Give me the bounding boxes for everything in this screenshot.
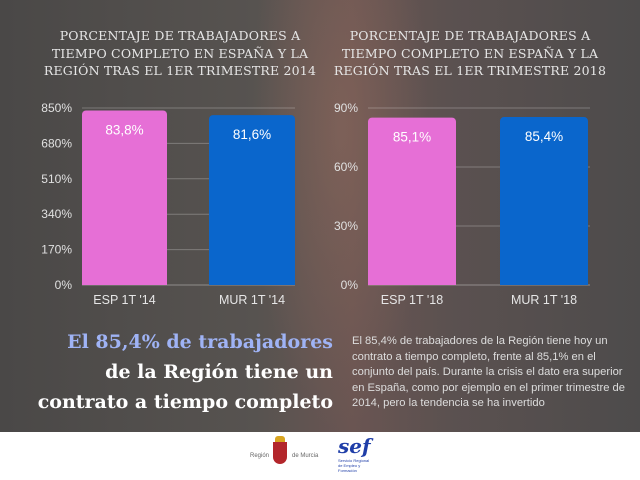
headline-line: de la Región tiene un (105, 361, 333, 383)
chart-title-2014: PORCENTAJE DE TRABAJADORES A TIEMPO COMP… (40, 27, 320, 80)
y-tick-label: 0% (341, 278, 359, 292)
y-tick-label: 170% (41, 243, 72, 257)
y-tick-label: 0% (55, 278, 73, 292)
bar-base (500, 123, 588, 286)
coat-of-arms-logo (273, 436, 287, 468)
y-tick-label: 30% (334, 219, 358, 233)
x-category-label: ESP 1T '14 (93, 293, 155, 307)
x-category-label: MUR 1T '18 (511, 293, 577, 307)
footer: Región de Murcia sef Servicio Regional d… (0, 432, 640, 480)
x-category-label: ESP 1T '18 (381, 293, 443, 307)
bar-value-label: 83,8% (105, 122, 143, 137)
y-tick-label: 680% (41, 136, 72, 150)
charts: 0% 170% 340% 510% 680% 850% 83,8% ESP 1T '14 81,… (41, 101, 590, 307)
title-line: REGIÓN TRAS EL 1ER TRIMESTRE 2018 (333, 63, 607, 78)
y-tick-label: 510% (41, 172, 72, 186)
title-line: PORCENTAJE DE TRABAJADORES A (59, 28, 301, 43)
bar-base (82, 116, 167, 285)
chart-title-2018: PORCENTAJE DE TRABAJADORES A TIEMPO COMP… (330, 27, 610, 80)
headline: El 85,4% de trabajadores de la Región ti… (38, 327, 333, 417)
logo-murcia-text: de Murcia (292, 453, 319, 459)
title-line: PORCENTAJE DE TRABAJADORES A (349, 28, 591, 43)
title-line: TIEMPO COMPLETO EN ESPAÑA Y LA (51, 45, 309, 61)
bar-base (209, 121, 295, 285)
bar-value-label: 81,6% (233, 127, 271, 142)
y-tick-label: 60% (334, 160, 358, 174)
sef-subtitle: Servicio Regional de Empleo y Formación (338, 458, 370, 473)
title-line: TIEMPO COMPLETO EN ESPAÑA Y LA (341, 45, 599, 61)
bar-value-label: 85,1% (393, 130, 431, 145)
bar-value-label: 85,4% (525, 129, 563, 144)
sef-logo: sef (338, 434, 371, 458)
description-paragraph: El 85,4% de trabajadores de la Región ti… (352, 335, 625, 410)
logo-region-text: Región (250, 453, 270, 459)
x-category-label: MUR 1T '14 (219, 293, 285, 307)
title-line: REGIÓN TRAS EL 1ER TRIMESTRE 2014 (43, 63, 317, 78)
headline-line: El 85,4% de trabajadores (67, 331, 333, 353)
y-tick-label: 850% (41, 101, 72, 115)
y-tick-label: 90% (334, 101, 358, 115)
bar-base (368, 123, 456, 286)
headline-line: contrato a tiempo completo (37, 391, 333, 413)
y-tick-label: 340% (41, 207, 72, 221)
